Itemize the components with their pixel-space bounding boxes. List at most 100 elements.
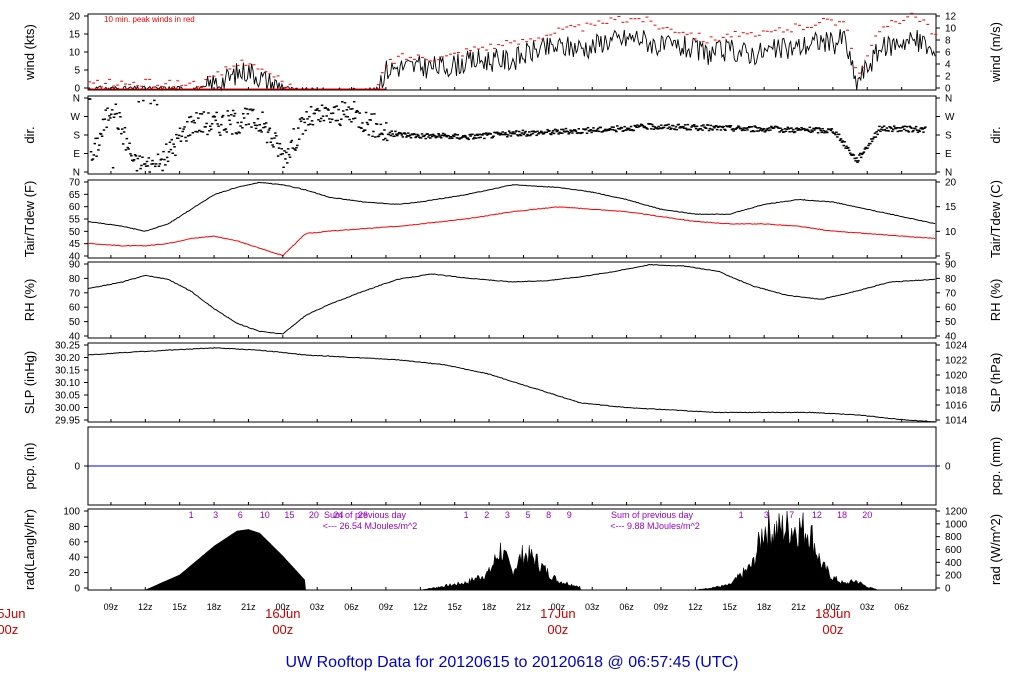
x-tick-label: 00z [826,602,841,612]
dir-point [531,132,535,135]
date-hour: 00z [272,622,293,637]
dir-point [761,129,765,131]
dir-point [701,129,704,131]
dir-point [202,111,206,113]
dir-point [390,130,394,132]
tick-label-left: 5 [74,66,80,77]
tick-label-right: 90 [945,260,957,271]
dir-point [146,165,150,167]
dir-point [810,129,813,131]
dir-point [474,137,478,139]
tick-label-right: 4 [945,60,951,71]
dir-point [97,149,100,151]
dir-point [809,131,812,133]
dir-point [837,133,841,136]
dir-point [907,131,911,133]
dir-point [584,128,588,130]
dir-point [686,123,690,126]
dir-point [166,160,170,163]
tick-label-left: 70 [69,178,81,189]
dir-point [475,133,479,136]
tick-label-left: 0 [74,462,80,473]
dir-point [864,146,867,149]
dir-point [857,159,860,162]
ylabel-right: dir. [988,126,1003,143]
dir-point [567,133,570,135]
dir-point [310,120,314,122]
dir-point [297,138,301,140]
dir-point [536,130,539,133]
dir-point [238,132,241,134]
dir-point [429,134,433,136]
dir-point [746,129,749,131]
dir-point [215,111,218,114]
tick-label-right: 10 [945,24,957,35]
dir-point [292,128,295,130]
dir-point [187,116,191,119]
dir-point [406,134,409,137]
ylabel-right: rad (W/m^2) [988,514,1003,585]
dir-point [540,131,544,134]
dir-point [405,136,408,138]
dir-point [200,113,204,115]
x-tick-label: 09z [104,602,119,612]
dir-point [571,132,574,134]
dir-point [481,134,484,136]
tick-label-right: 0 [945,84,951,95]
dir-point [300,117,304,119]
dir-point [640,124,644,126]
dir-point [891,128,895,131]
dir-point [253,122,256,124]
dir-point [196,131,199,133]
series-RH [87,263,936,335]
dir-point [479,136,482,139]
dir-point [758,127,761,129]
tick-label-right: 50 [945,317,957,328]
dir-point [268,127,272,130]
tick-label-right: 80 [945,274,957,285]
dir-point [289,141,293,144]
dir-point [913,127,917,130]
dir-point [101,118,105,121]
dir-point [207,112,210,114]
plot-title: UW Rooftop Data for 20120615 to 20120618… [286,654,739,671]
ylabel-left: SLP (inHg) [22,351,37,414]
dir-point [353,117,357,120]
dir-point [416,133,419,136]
dir-point [576,132,580,134]
dir-point [612,126,615,128]
tick-label-left: 30.05 [55,391,80,402]
dir-point [522,133,526,136]
dir-point [450,136,453,138]
dir-point [920,127,923,129]
dir-point [693,125,697,128]
solar-hour: 20 [862,510,872,520]
dir-point [917,129,921,132]
dir-point [888,125,891,128]
solar-hour: 10 [260,510,270,520]
dir-point [197,117,200,119]
dir-point [195,112,198,114]
dir-point [606,128,610,131]
dir-point [866,147,869,149]
dir-point [191,131,195,134]
tick-label-right: 0 [945,462,951,473]
tick-label-left: 70 [69,288,81,299]
dir-point [831,131,834,133]
x-tick-label: 15z [172,602,187,612]
dir-point [424,137,427,140]
dir-point [734,128,737,131]
dir-point [116,127,119,129]
dir-point [558,131,561,134]
dir-point [510,132,514,135]
dir-point [442,134,446,137]
dir-point [204,126,207,128]
dir-point [473,134,477,137]
dir-point [566,130,570,133]
dir-point [652,128,656,130]
dir-point [790,127,793,129]
dir-point [259,129,262,131]
dir-point [92,154,96,156]
dir-point [364,111,368,114]
dir-point [286,162,289,164]
